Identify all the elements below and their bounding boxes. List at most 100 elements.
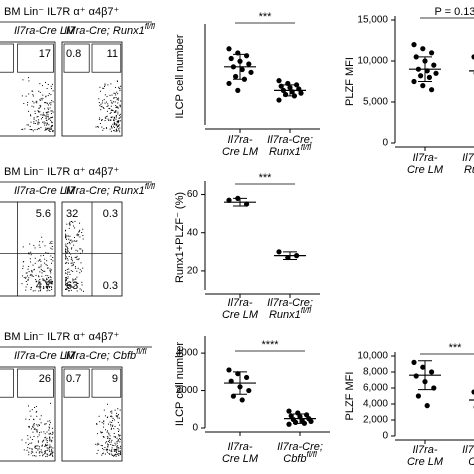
- flow-event: [25, 272, 27, 274]
- flow-event: [82, 249, 84, 251]
- data-point: [239, 397, 245, 403]
- flow-event: [51, 450, 53, 452]
- flow-event: [115, 111, 117, 113]
- flow-event: [44, 129, 46, 131]
- flow-event: [117, 106, 119, 108]
- flow-event: [43, 270, 45, 272]
- flow-event: [74, 240, 76, 242]
- flow-event: [113, 123, 115, 125]
- flow-event: [106, 436, 108, 438]
- flow-event: [118, 447, 120, 449]
- data-point: [286, 421, 292, 427]
- x-tick-label-main: Cbfb: [468, 456, 474, 468]
- flow-event: [117, 453, 119, 455]
- flow-event: [73, 285, 75, 287]
- flow-event: [119, 88, 121, 90]
- flow-event: [51, 240, 53, 242]
- flow-event: [68, 223, 70, 225]
- flow-event: [39, 284, 41, 286]
- flow-event: [27, 443, 29, 445]
- flow-event: [34, 123, 36, 125]
- flow-event: [51, 287, 53, 289]
- x-tick-label: Il7ra-Cre;: [277, 441, 323, 453]
- flow-event: [47, 107, 49, 109]
- flow-event: [70, 248, 72, 250]
- flow-event: [42, 254, 44, 256]
- flow-event: [75, 240, 77, 242]
- flow-event: [51, 453, 53, 455]
- flow-event: [48, 283, 50, 285]
- flow-event: [72, 240, 74, 242]
- flow-event: [115, 455, 117, 457]
- flow-event: [48, 426, 50, 428]
- flow-event: [107, 438, 109, 440]
- flow-event: [26, 283, 28, 285]
- flow-event: [42, 454, 44, 456]
- flow-event: [49, 454, 51, 456]
- flow-event: [25, 277, 27, 279]
- x-tick-label: Il7ra-Cre;: [462, 444, 474, 456]
- flow-event: [113, 436, 115, 438]
- flow-event: [79, 269, 81, 271]
- flow-event: [107, 430, 109, 432]
- data-point: [429, 50, 435, 56]
- flow-event: [110, 105, 112, 107]
- flow-event: [113, 130, 115, 132]
- panel-label-sup: fl/fl: [136, 347, 146, 356]
- flow-event: [65, 245, 67, 247]
- flow-event: [119, 127, 121, 129]
- flow-event: [107, 443, 109, 445]
- flow-event: [65, 238, 67, 240]
- flow-event: [51, 433, 53, 435]
- flow-event: [34, 446, 36, 448]
- gate-value: 0.7: [66, 373, 81, 385]
- flow-event: [119, 438, 121, 440]
- flow-event: [108, 438, 110, 440]
- flow-event: [113, 116, 115, 118]
- flow-event: [49, 270, 51, 272]
- flow-event: [117, 128, 119, 130]
- flow-event: [32, 94, 34, 96]
- flow-event: [69, 224, 71, 226]
- flow-event: [101, 422, 103, 424]
- flow-event: [113, 129, 115, 131]
- flow-event: [45, 251, 47, 253]
- flow-event: [72, 264, 74, 266]
- flow-event: [111, 101, 113, 103]
- flow-event: [25, 276, 27, 278]
- flow-event: [35, 405, 37, 407]
- flow-event: [67, 250, 69, 252]
- flow-event: [38, 244, 40, 246]
- flow-event: [79, 288, 81, 290]
- y-axis-label: ILCP cell number: [174, 342, 186, 427]
- flow-event: [116, 80, 118, 82]
- flow-event: [108, 433, 110, 435]
- flow-event: [47, 286, 49, 288]
- y-axis-label: ILCP cell number: [174, 34, 186, 119]
- flow-event: [80, 262, 82, 264]
- flow-event: [44, 453, 46, 455]
- flow-event: [49, 102, 51, 104]
- flow-event: [81, 284, 83, 286]
- y-tick-label: 10,000: [357, 351, 388, 362]
- flow-event: [37, 127, 39, 129]
- flow-event: [23, 261, 25, 263]
- flow-event: [50, 279, 52, 281]
- flow-event: [52, 111, 54, 113]
- flow-event: [47, 114, 49, 116]
- flow-event: [67, 243, 69, 245]
- flow-event: [49, 433, 51, 435]
- flow-event: [111, 420, 113, 422]
- flow-event: [113, 450, 115, 452]
- flow-event: [79, 229, 81, 231]
- flow-event: [120, 451, 122, 453]
- flow-event: [29, 447, 31, 449]
- flow-event: [31, 274, 33, 276]
- x-tick-label: Il7ra-: [412, 444, 437, 456]
- flow-event: [37, 425, 39, 427]
- flow-event: [103, 436, 105, 438]
- flow-event: [45, 263, 47, 265]
- flow-event: [114, 111, 116, 113]
- flow-event: [69, 273, 71, 275]
